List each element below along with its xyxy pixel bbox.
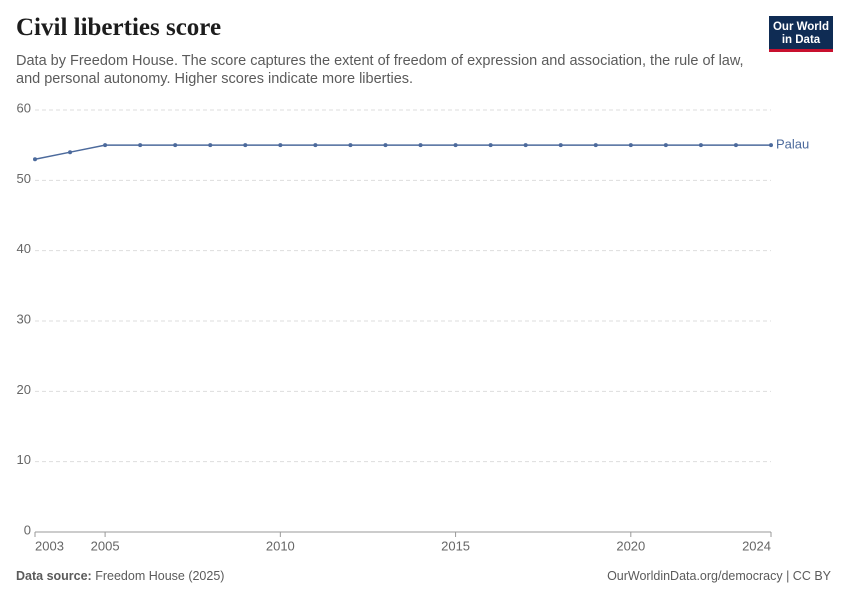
footer-source: Data source: Freedom House (2025) [16, 569, 224, 583]
x-tick-label: 2005 [91, 538, 120, 553]
logo-text: Our World [772, 21, 829, 33]
series-label: Palau [776, 137, 809, 152]
point [103, 143, 108, 148]
chart-subtitle: Data by Freedom House. The score capture… [16, 53, 744, 87]
point [138, 143, 143, 148]
point [769, 143, 773, 148]
point [278, 143, 283, 148]
point [558, 143, 563, 148]
point [383, 143, 388, 148]
x-tick-label: 2010 [266, 538, 295, 553]
point [733, 143, 738, 148]
x-tick-label: 2024 [742, 538, 771, 553]
chart-title: Civil liberties score [16, 14, 222, 41]
point [698, 143, 703, 148]
line [34, 144, 771, 160]
y-tick-label: 20 [17, 382, 31, 397]
point [208, 143, 213, 148]
point [523, 143, 528, 148]
point [593, 143, 598, 148]
point [313, 143, 318, 148]
y-tick-label: 40 [17, 241, 31, 256]
source: Freedom House (2025) [95, 569, 225, 583]
logo[interactable]: Our World in Data [769, 16, 833, 52]
y-tick-label: 10 [17, 452, 31, 467]
y-tick-label: 60 [17, 100, 31, 115]
footer-url[interactable]: OurWorldinData.org/democracy | CC BY [607, 569, 831, 583]
point [348, 143, 353, 148]
point [628, 143, 633, 148]
point [488, 143, 493, 148]
logo-text: in Data [781, 33, 821, 46]
y-tick-label: 0 [24, 522, 31, 537]
x-tick-label: 2015 [441, 538, 470, 553]
point [453, 143, 458, 148]
y-tick-label: 30 [17, 311, 31, 326]
x-tick-label: 2020 [616, 538, 645, 553]
point [173, 143, 178, 148]
y-tick-label: 50 [17, 171, 31, 186]
point [663, 143, 668, 148]
point [68, 150, 73, 155]
point [33, 157, 37, 162]
source-label: Data source: [16, 569, 92, 583]
x-tick-label: 2003 [35, 538, 64, 553]
point [243, 143, 248, 148]
point [418, 143, 423, 148]
